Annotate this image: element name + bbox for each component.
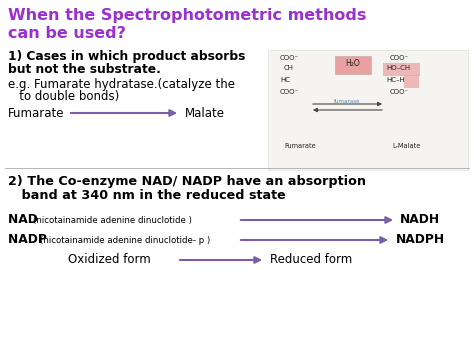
Text: but not the substrate.: but not the substrate. [8,63,161,76]
FancyBboxPatch shape [335,56,371,74]
Text: (nicotainamide adenine dinuclotide- p ): (nicotainamide adenine dinuclotide- p ) [40,236,210,245]
Text: 2) The Co-enzyme NAD/ NADP have an absorption: 2) The Co-enzyme NAD/ NADP have an absor… [8,175,366,188]
FancyBboxPatch shape [268,50,468,170]
Text: e.g. Fumarate hydratase.(catalyze the: e.g. Fumarate hydratase.(catalyze the [8,78,235,91]
Text: COO⁻: COO⁻ [280,55,299,61]
Text: COO⁻: COO⁻ [280,89,299,95]
Text: HO–CH: HO–CH [386,65,410,71]
Text: fumarase: fumarase [334,99,360,104]
Text: COO⁻: COO⁻ [390,89,409,95]
Text: Oxidized form: Oxidized form [68,253,151,266]
Text: H₂O: H₂O [346,59,360,68]
Text: NADP: NADP [8,233,51,246]
Text: Fumarate: Fumarate [284,143,316,149]
Text: NADPH: NADPH [396,233,445,246]
Text: When the Spectrophotometric methods: When the Spectrophotometric methods [8,8,366,23]
Text: Reduced form: Reduced form [270,253,352,266]
Text: CH: CH [284,65,294,71]
FancyBboxPatch shape [383,62,420,76]
Text: to double bonds): to double bonds) [8,90,119,103]
Text: Malate: Malate [185,107,225,120]
Text: HC: HC [280,77,290,83]
Text: HC–H: HC–H [386,77,405,83]
Text: (nicotainamide adenine dinuclotide ): (nicotainamide adenine dinuclotide ) [33,216,192,225]
Text: NADH: NADH [400,213,440,226]
Text: COO⁻: COO⁻ [390,55,409,61]
FancyBboxPatch shape [404,75,419,87]
Text: Fumarate: Fumarate [8,107,64,120]
Text: band at 340 nm in the reduced state: band at 340 nm in the reduced state [8,189,286,202]
Text: NAD: NAD [8,213,42,226]
Text: L-Malate: L-Malate [392,143,420,149]
Text: 1) Cases in which product absorbs: 1) Cases in which product absorbs [8,50,246,63]
Text: can be used?: can be used? [8,26,126,41]
